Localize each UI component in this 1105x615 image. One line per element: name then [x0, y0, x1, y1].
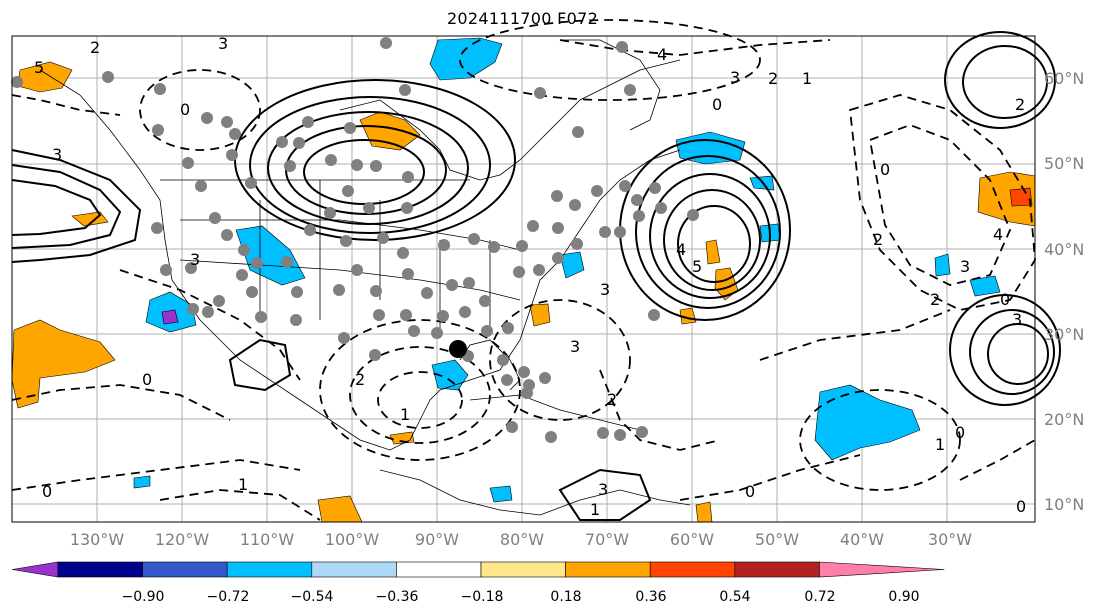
contour-label: 5 — [34, 58, 44, 77]
contour-label: 2 — [607, 390, 617, 409]
colorbar-label: −0.18 — [461, 589, 504, 605]
colorbar: −0.90 −0.72 −0.54 −0.36 −0.18 0.18 0.36 … — [11, 561, 945, 605]
contour-label: 3 — [600, 280, 610, 299]
contour-labels: 2 3 0 3 5 4 3 2 1 0 2 0 4 5 3 2 0 3 4 2 … — [34, 34, 1026, 519]
contour-label: 2 — [873, 230, 883, 249]
lat-label: 30°N — [1044, 325, 1084, 344]
lon-label: 130°W — [70, 530, 125, 549]
colorbar-label: 0.90 — [888, 589, 919, 605]
lat-label: 60°N — [1044, 69, 1084, 88]
highlight-marker — [449, 340, 467, 358]
contour-label: 3 — [1012, 310, 1022, 329]
contour-label: 3 — [960, 257, 970, 276]
contour-label: 1 — [590, 500, 600, 519]
contour-label: 3 — [218, 34, 228, 53]
contour-label: 4 — [993, 225, 1003, 244]
contour-label: 4 — [657, 45, 667, 64]
contour-label: 1 — [802, 69, 812, 88]
lat-label: 40°N — [1044, 240, 1084, 259]
contour-label: 1 — [400, 405, 410, 424]
lon-label: 50°W — [755, 530, 799, 549]
colorbar-label: 0.54 — [719, 589, 750, 605]
colorbar-segment — [142, 561, 228, 578]
colorbar-segment — [819, 561, 945, 578]
colorbar-segment — [226, 561, 313, 578]
colorbar-label: −0.90 — [122, 589, 165, 605]
colorbar-segment — [649, 561, 736, 578]
contour-label: 4 — [676, 240, 686, 259]
colorbar-segment — [734, 561, 820, 578]
colorbar-label: −0.72 — [207, 589, 250, 605]
contour-label: 5 — [692, 257, 702, 276]
lat-label: 10°N — [1044, 495, 1084, 514]
contour-label: 3 — [190, 250, 200, 269]
colorbar-label: 0.18 — [550, 589, 581, 605]
lon-label: 110°W — [240, 530, 295, 549]
contour-label: 3 — [52, 145, 62, 164]
colorbar-segments — [11, 561, 945, 578]
contour-label: 2 — [90, 38, 100, 57]
colorbar-labels: −0.90 −0.72 −0.54 −0.36 −0.18 0.18 0.36 … — [122, 589, 920, 605]
map-border — [11, 35, 1036, 523]
colorbar-label: 0.72 — [804, 589, 835, 605]
colorbar-segment — [480, 561, 566, 578]
contour-label: 0 — [1000, 290, 1010, 309]
contour-label: 2 — [355, 370, 365, 389]
contour-label: 2 — [930, 290, 940, 309]
contour-label: 0 — [712, 95, 722, 114]
contour-label: 2 — [1015, 95, 1025, 114]
lon-label: 70°W — [585, 530, 629, 549]
contour-label: 1 — [935, 435, 945, 454]
lon-label: 40°W — [840, 530, 884, 549]
solid-contours — [11, 31, 1061, 521]
contour-label: 3 — [730, 68, 740, 87]
colorbar-segment — [57, 561, 143, 578]
contour-label: 0 — [955, 423, 965, 442]
station-dots — [11, 37, 699, 443]
lon-label: 30°W — [928, 530, 972, 549]
contour-label: 0 — [880, 160, 890, 179]
lon-label: 80°W — [500, 530, 544, 549]
contour-label: 0 — [42, 482, 52, 501]
colorbar-segment — [565, 561, 651, 578]
colorbar-segment — [11, 561, 59, 578]
colorbar-label: 0.36 — [635, 589, 666, 605]
longitude-labels: 130°W 120°W 110°W 100°W 90°W 80°W 70°W 6… — [70, 530, 972, 549]
lon-label: 60°W — [670, 530, 714, 549]
contour-label: 0 — [142, 370, 152, 389]
contour-label: 3 — [598, 480, 608, 499]
map-title: 2024111700 F072 — [446, 9, 599, 28]
colorbar-label: −0.54 — [291, 589, 334, 605]
contour-label: 0 — [1016, 497, 1026, 516]
contour-label: 3 — [570, 337, 580, 356]
colorbar-segment — [396, 561, 482, 578]
lon-label: 90°W — [415, 530, 459, 549]
lat-label: 20°N — [1044, 410, 1084, 429]
latitude-labels: 60°N 50°N 40°N 30°N 20°N 10°N — [1044, 69, 1084, 514]
contour-label: 1 — [238, 475, 248, 494]
lon-label: 120°W — [155, 530, 210, 549]
colorbar-segment — [311, 561, 397, 578]
map-frame — [12, 36, 1035, 522]
dashed-contours — [11, 19, 1036, 521]
lon-label: 100°W — [325, 530, 380, 549]
lat-label: 50°N — [1044, 154, 1084, 173]
shaded-anomalies — [11, 37, 1036, 523]
contour-label: 2 — [768, 69, 778, 88]
colorbar-label: −0.36 — [376, 589, 419, 605]
contour-label: 0 — [745, 482, 755, 501]
contour-label: 0 — [180, 100, 190, 119]
